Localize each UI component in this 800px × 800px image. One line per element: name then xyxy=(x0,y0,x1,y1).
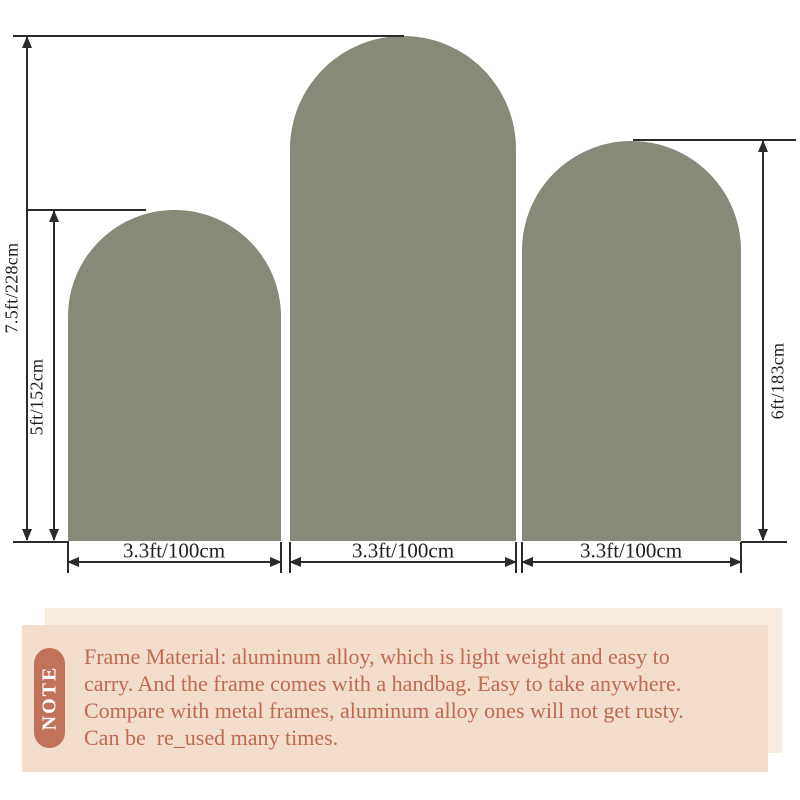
note-text-line: Frame Material: aluminum alloy, which is… xyxy=(84,644,670,669)
height-arrow-left xyxy=(49,210,59,541)
baseline-right xyxy=(741,541,787,543)
width-arrow-right xyxy=(521,557,742,567)
note-text-block: Frame Material: aluminum alloy, which is… xyxy=(84,643,784,751)
top-reference-line-left xyxy=(27,209,146,211)
top-reference-line-right xyxy=(633,139,796,141)
arch-panel-left xyxy=(68,210,281,541)
width-label-left: 3.3ft/100cm xyxy=(122,538,226,563)
height-label-total: 7.5ft/228cm xyxy=(1,242,22,334)
note-text-line: Can be re_used many times. xyxy=(84,725,339,750)
note-tag-label: NOTE xyxy=(38,665,60,731)
note-text-line: Compare with metal frames, aluminum allo… xyxy=(84,698,684,723)
height-arrow-right xyxy=(758,140,768,541)
top-reference-line-total xyxy=(13,35,404,37)
width-arrow-left xyxy=(67,557,282,567)
arch-panel-middle xyxy=(290,36,516,541)
baseline-left xyxy=(13,541,69,543)
width-label-right: 3.3ft/100cm xyxy=(579,538,683,563)
width-label-middle: 3.3ft/100cm xyxy=(351,538,455,563)
arch-panel-right xyxy=(522,141,741,541)
note-card xyxy=(22,625,768,772)
height-label-left: 5ft/152cm xyxy=(26,358,47,436)
height-label-right: 6ft/183cm xyxy=(767,342,788,420)
width-arrow-middle xyxy=(289,557,517,567)
height-arrow-total xyxy=(22,36,32,541)
note-tag-badge: NOTE xyxy=(34,648,65,748)
note-text-line: carry. And the frame comes with a handba… xyxy=(84,671,682,696)
